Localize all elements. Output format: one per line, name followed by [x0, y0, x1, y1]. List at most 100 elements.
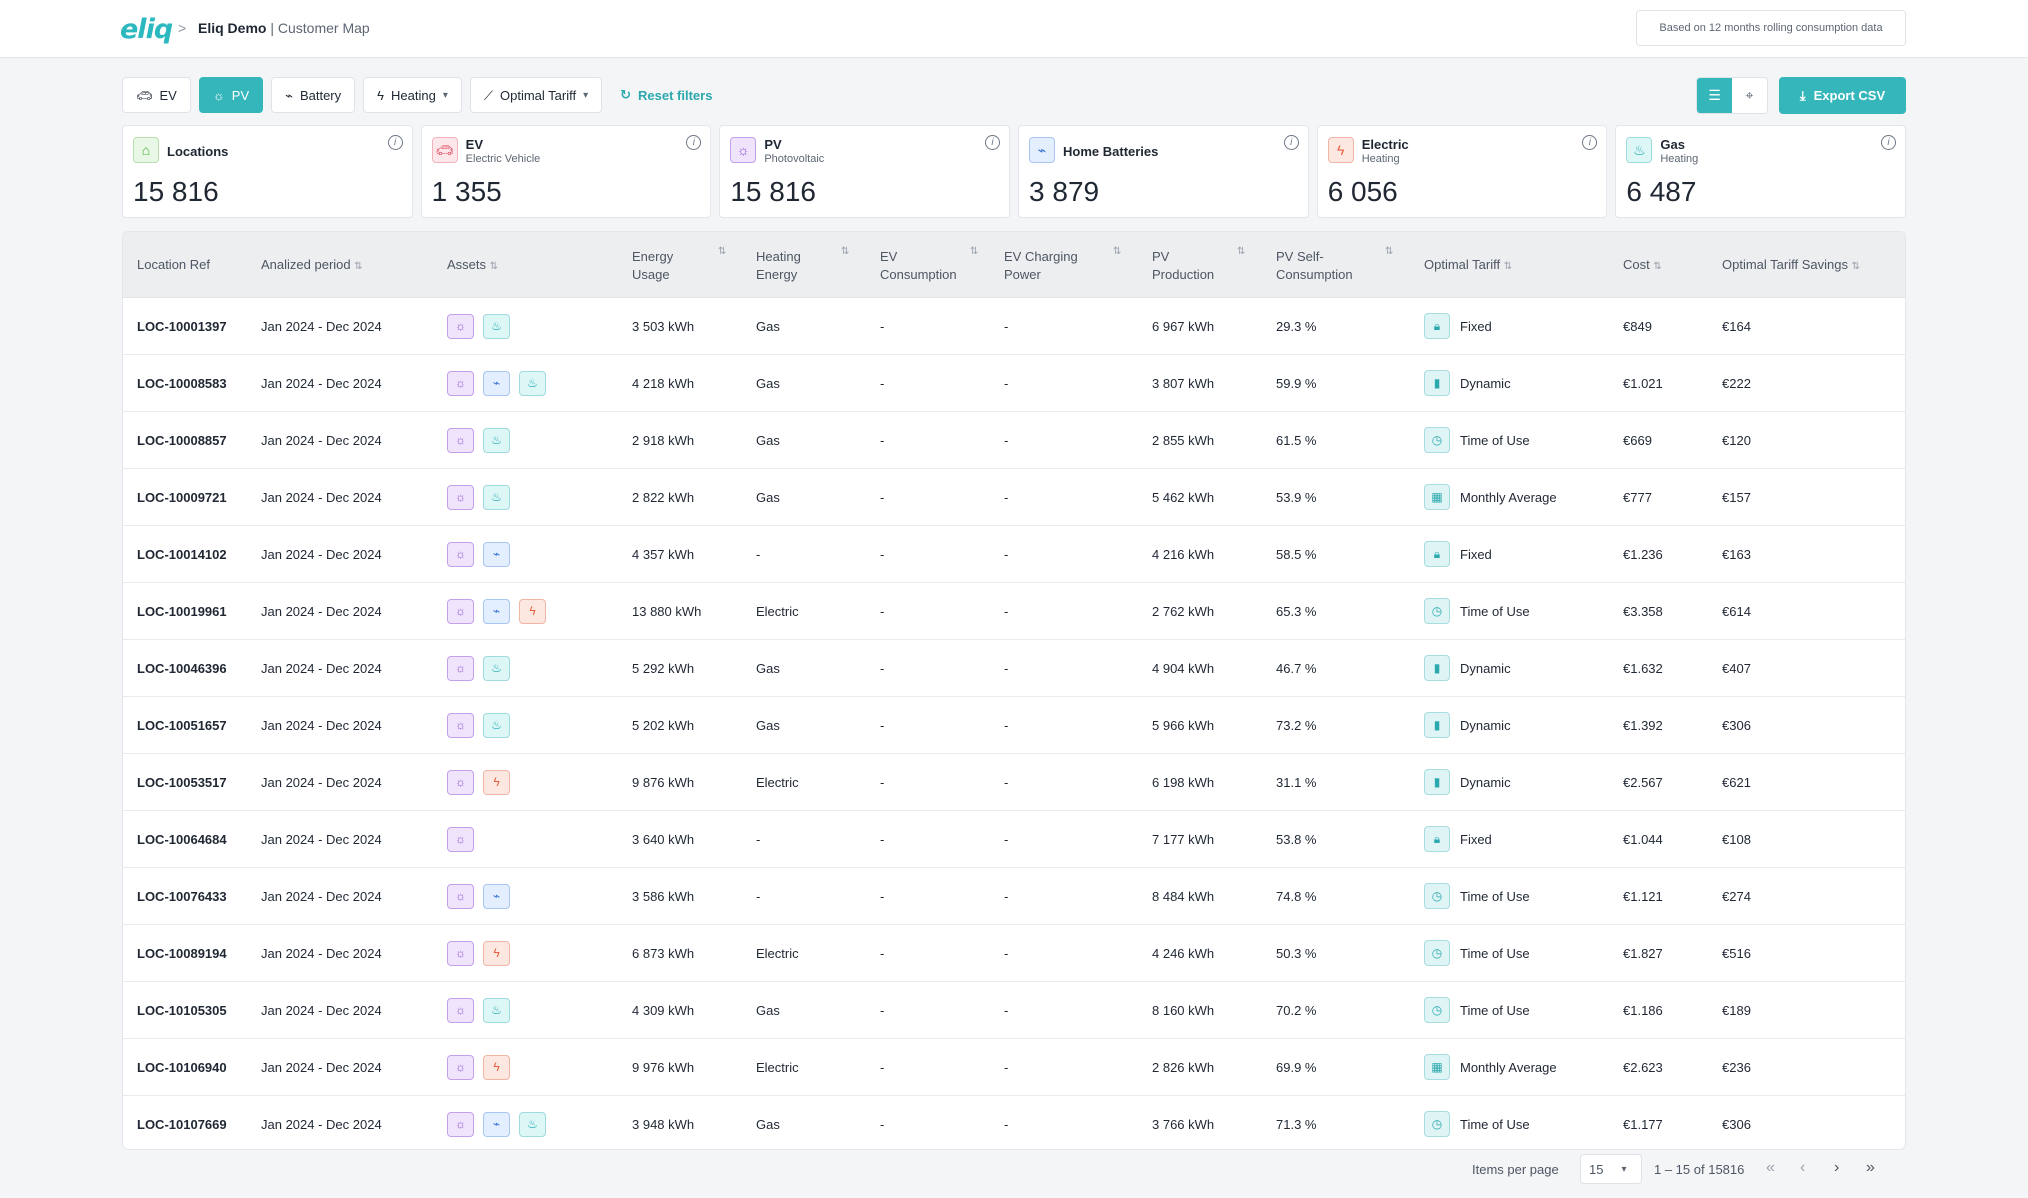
- cell-assets: ☼ ♨: [447, 982, 519, 1038]
- table-row[interactable]: LOC-10046396 Jan 2024 - Dec 2024 ☼ ♨ 5 292 k…: [123, 640, 1905, 697]
- export-csv-button[interactable]: ⤓ Export CSV: [1779, 77, 1906, 114]
- list-view-button[interactable]: ☰: [1697, 78, 1732, 113]
- filter-tariff-dropdown[interactable]: ⟋ Optimal Tariff ▾: [469, 77, 603, 113]
- table-row[interactable]: LOC-10089194 Jan 2024 - Dec 2024 ☼ ϟ 6 873 k…: [123, 925, 1905, 982]
- cell-location-ref[interactable]: LOC-10105305: [137, 1002, 227, 1018]
- sort-icon[interactable]: ⇅: [489, 261, 499, 272]
- cell-energy-usage: 5 202 kWh: [632, 717, 695, 733]
- cell-location-ref[interactable]: LOC-10089194: [137, 945, 227, 961]
- reset-filters-button[interactable]: ↻ Reset filters: [610, 77, 722, 113]
- cell-pv-production: 2 762 kWh: [1152, 603, 1215, 619]
- sort-icon[interactable]: ⇅: [1237, 246, 1246, 257]
- cell-location-ref[interactable]: LOC-10046396: [137, 660, 227, 676]
- cell-pv-production: 3 766 kWh: [1152, 1116, 1215, 1132]
- info-icon[interactable]: i: [387, 135, 403, 150]
- last-page-icon[interactable]: »: [1866, 1159, 1875, 1176]
- clock-icon: ◷: [1424, 997, 1450, 1023]
- sort-icon[interactable]: ⇅: [718, 246, 727, 257]
- info-icon[interactable]: i: [1283, 135, 1299, 150]
- cell-location-ref[interactable]: LOC-10009721: [137, 489, 227, 505]
- column-pv-self-consumption[interactable]: PV Self- Consumption: [1276, 248, 1353, 284]
- column-heating-energy[interactable]: Heating Energy: [756, 248, 801, 284]
- cell-location-ref[interactable]: LOC-10008857: [137, 432, 227, 448]
- filter-battery-button[interactable]: ⌁ Battery: [271, 77, 356, 113]
- table-row[interactable]: LOC-10014102 Jan 2024 - Dec 2024 ☼ ⌁ 4 357 k…: [123, 526, 1905, 583]
- cell-location-ref[interactable]: LOC-10051657: [137, 717, 227, 733]
- eliq-logo[interactable]: eliq: [120, 14, 173, 45]
- map-view-button[interactable]: ⌖: [1732, 78, 1767, 113]
- previous-page-icon[interactable]: ‹: [1800, 1159, 1806, 1176]
- info-icon[interactable]: i: [985, 135, 1001, 150]
- column-location-ref[interactable]: Location Ref: [137, 256, 210, 274]
- table-row[interactable]: LOC-10009721 Jan 2024 - Dec 2024 ☼ ♨ 2 822 k…: [123, 469, 1905, 526]
- home-icon: ⌂: [133, 137, 159, 163]
- table-row[interactable]: LOC-10106940 Jan 2024 - Dec 2024 ☼ ϟ 9 976 k…: [123, 1039, 1905, 1096]
- cell-location-ref[interactable]: LOC-10053517: [137, 774, 227, 790]
- cell-location-ref[interactable]: LOC-10107669: [137, 1116, 227, 1132]
- cell-optimal-tariff: ◷ Time of Use: [1424, 412, 1530, 468]
- tariff-label: Fixed: [1460, 318, 1492, 334]
- info-icon[interactable]: i: [686, 135, 702, 150]
- sort-icon[interactable]: ⇅: [1851, 261, 1860, 272]
- cell-optimal-tariff-savings: €164: [1722, 318, 1751, 334]
- cell-location-ref[interactable]: LOC-10076433: [137, 888, 227, 904]
- battery-icon: ⌁: [483, 541, 510, 567]
- cell-period: Jan 2024 - Dec 2024: [261, 546, 382, 562]
- cell-location-ref[interactable]: LOC-10019961: [137, 603, 227, 619]
- sort-icon[interactable]: ⇅: [841, 246, 850, 257]
- cell-location-ref[interactable]: LOC-10106940: [137, 1059, 227, 1075]
- cell-optimal-tariff-savings: €306: [1722, 717, 1751, 733]
- cell-location-ref[interactable]: LOC-10001397: [137, 318, 227, 334]
- sort-icon[interactable]: ⇅: [1653, 261, 1662, 272]
- table-row[interactable]: LOC-10051657 Jan 2024 - Dec 2024 ☼ ♨ 5 202 k…: [123, 697, 1905, 754]
- cell-pv-production: 4 246 kWh: [1152, 945, 1215, 961]
- breadcrumb-org[interactable]: Eliq Demo: [198, 20, 267, 36]
- cell-period: Jan 2024 - Dec 2024: [261, 945, 382, 961]
- table-row[interactable]: LOC-10076433 Jan 2024 - Dec 2024 ☼ ⌁ 3 586 k…: [123, 868, 1905, 925]
- sort-icon[interactable]: ⇅: [970, 246, 979, 257]
- table-row[interactable]: LOC-10001397 Jan 2024 - Dec 2024 ☼ ♨ 3 503 k…: [123, 298, 1905, 355]
- battery-icon: ⌁: [1029, 137, 1056, 163]
- info-icon[interactable]: i: [1582, 135, 1598, 150]
- cell-location-ref[interactable]: LOC-10008583: [137, 375, 227, 391]
- filter-heating-dropdown[interactable]: ϟ Heating ▾: [363, 77, 462, 113]
- column-optimal-tariff-savings[interactable]: Optimal Tariff Savings ⇅: [1722, 256, 1860, 276]
- table-row[interactable]: LOC-10105305 Jan 2024 - Dec 2024 ☼ ♨ 4 309 k…: [123, 982, 1905, 1039]
- card-title: Locations: [167, 144, 229, 159]
- table-row[interactable]: LOC-10107669 Jan 2024 - Dec 2024 ☼ ⌁ ♨ 3 948 …: [123, 1096, 1905, 1149]
- sort-icon[interactable]: ⇅: [1385, 246, 1394, 257]
- column-pv-production[interactable]: PV Production: [1152, 248, 1214, 284]
- table-row[interactable]: LOC-10019961 Jan 2024 - Dec 2024 ☼ ⌁ ϟ 13 880…: [123, 583, 1905, 640]
- sort-icon[interactable]: ⇅: [1503, 261, 1513, 272]
- column-assets[interactable]: Assets ⇅: [447, 256, 498, 276]
- items-per-page-select[interactable]: 15 ▾: [1580, 1154, 1642, 1184]
- cell-assets: ☼ ♨: [447, 640, 519, 696]
- info-icon[interactable]: i: [1881, 135, 1897, 150]
- filter-ev-button[interactable]: 🚗︎ EV: [122, 77, 191, 113]
- table-row[interactable]: LOC-10053517 Jan 2024 - Dec 2024 ☼ ϟ 9 876 k…: [123, 754, 1905, 811]
- next-page-icon[interactable]: ›: [1834, 1159, 1840, 1176]
- filter-pv-button[interactable]: ☼ PV: [198, 77, 264, 113]
- cell-pv-production: 5 966 kWh: [1152, 717, 1215, 733]
- column-period[interactable]: Analized period ⇅: [261, 256, 363, 276]
- sort-icon[interactable]: ⇅: [1113, 246, 1122, 257]
- cell-cost: €1.121: [1623, 888, 1663, 904]
- tariff-label: Dynamic: [1460, 660, 1511, 676]
- cell-location-ref[interactable]: LOC-10064684: [137, 831, 227, 847]
- column-ev-consumption[interactable]: EV Consumption: [880, 248, 957, 284]
- cell-optimal-tariff-savings: €407: [1722, 660, 1751, 676]
- cell-location-ref[interactable]: LOC-10014102: [137, 546, 227, 562]
- table-row[interactable]: LOC-10064684 Jan 2024 - Dec 2024 ☼ 3 640 kW…: [123, 811, 1905, 868]
- column-cost[interactable]: Cost ⇅: [1623, 256, 1662, 276]
- table-row[interactable]: LOC-10008583 Jan 2024 - Dec 2024 ☼ ⌁ ♨ 4 218 …: [123, 355, 1905, 412]
- column-optimal-tariff[interactable]: Optimal Tariff ⇅: [1424, 256, 1512, 276]
- sun-icon: ☼: [447, 712, 474, 738]
- column-energy-usage[interactable]: Energy Usage: [632, 248, 673, 284]
- first-page-icon[interactable]: «: [1766, 1159, 1775, 1176]
- cell-ev-charging-power: -: [1004, 603, 1009, 619]
- column-ev-charging-power[interactable]: EV Charging Power: [1004, 248, 1078, 284]
- table-row[interactable]: LOC-10008857 Jan 2024 - Dec 2024 ☼ ♨ 2 918 k…: [123, 412, 1905, 469]
- sort-icon[interactable]: ⇅: [354, 261, 363, 272]
- items-per-page-value: 15: [1589, 1161, 1604, 1177]
- tariff-label: Time of Use: [1460, 603, 1530, 619]
